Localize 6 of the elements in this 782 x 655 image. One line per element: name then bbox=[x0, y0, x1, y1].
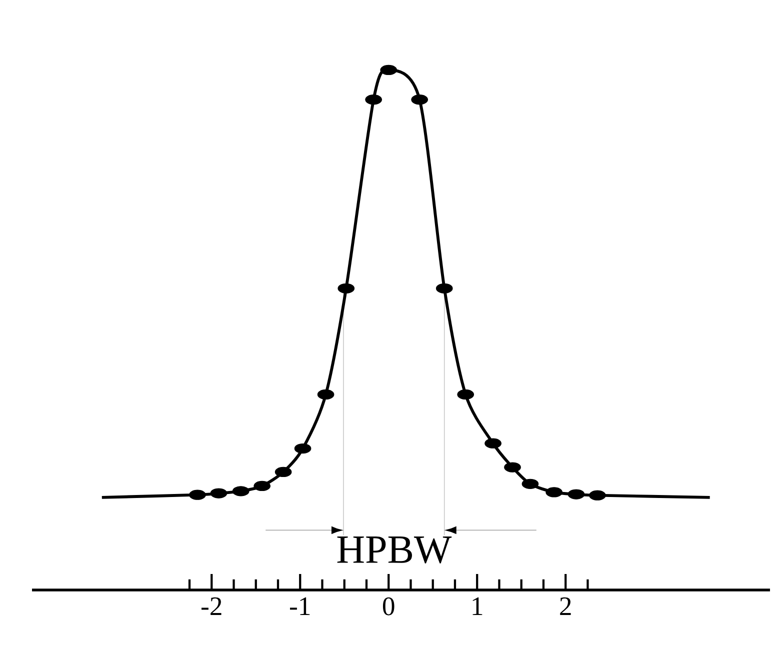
x-tick-label: -1 bbox=[290, 597, 310, 615]
x-tick-label: 1 bbox=[472, 597, 482, 615]
x-tick-label: 0 bbox=[382, 597, 394, 616]
x-tick-label: -2 bbox=[202, 597, 222, 616]
x-tick-label: 2 bbox=[560, 597, 571, 616]
annotation: HPBW bbox=[337, 536, 452, 564]
